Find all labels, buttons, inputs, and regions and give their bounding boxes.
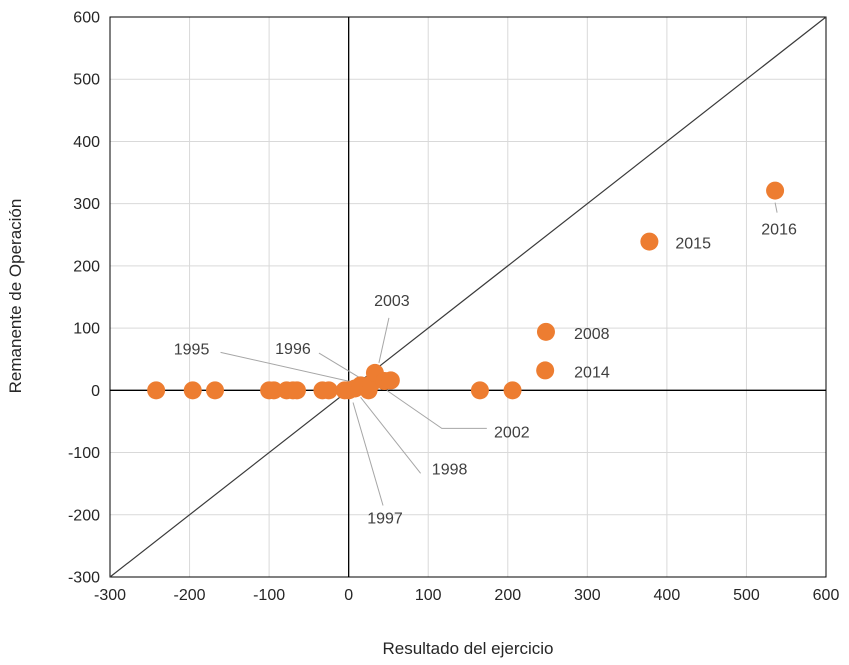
data-point: [319, 381, 338, 400]
y-axis-title: Remanente de Operación: [6, 199, 25, 394]
data-point: [503, 381, 522, 400]
y-tick-labels: -300 -200 -100 0 100 200 300 400 500 600: [68, 10, 100, 587]
y-tick-label: -200: [68, 507, 100, 524]
x-tick-label: 500: [733, 587, 760, 604]
data-point: [470, 381, 489, 400]
x-tick-label: 400: [654, 587, 681, 604]
x-tick-label: 200: [494, 587, 521, 604]
point-annotation: 2016: [761, 222, 797, 239]
data-point: [147, 381, 166, 400]
x-tick-label: -200: [174, 587, 206, 604]
point-annotation: 2014: [574, 364, 610, 381]
data-point: [536, 322, 555, 341]
data-point: [766, 181, 785, 200]
annotation-labels: 2016 2015 2008 2014 2003 1996 1995 2002 1998 1997: [174, 222, 797, 528]
y-tick-label: 100: [73, 321, 100, 338]
y-tick-label: -300: [68, 570, 100, 587]
point-annotation: 1996: [275, 341, 311, 358]
y-tick-label: 400: [73, 134, 100, 151]
x-tick-label: 600: [813, 587, 840, 604]
data-point: [381, 371, 400, 390]
data-point: [287, 381, 306, 400]
data-point: [183, 381, 202, 400]
point-annotation: 1998: [432, 461, 468, 478]
identity-reference-line: [109, 16, 827, 578]
data-point: [264, 381, 283, 400]
y-tick-label: 500: [73, 72, 100, 89]
x-tick-label: 0: [344, 587, 353, 604]
leader-line: [360, 397, 421, 474]
y-tick-label: -100: [68, 445, 100, 462]
data-points: [147, 181, 785, 400]
point-annotation: 2002: [494, 424, 530, 441]
leader-line: [774, 202, 778, 213]
data-point: [206, 381, 225, 400]
x-tick-label: -100: [253, 587, 285, 604]
leader-line: [378, 317, 390, 364]
y-tick-label: 300: [73, 196, 100, 213]
leader-line: [352, 402, 384, 506]
y-tick-label: 600: [73, 10, 100, 27]
x-axis-title: Resultado del ejercicio: [382, 639, 553, 658]
leader-line: [386, 389, 487, 429]
point-annotation: 2003: [374, 293, 410, 310]
x-tick-label: 100: [415, 587, 442, 604]
plot-frame: [109, 16, 827, 578]
annotation-leader-lines: [220, 202, 778, 506]
point-annotation: 2008: [574, 326, 610, 343]
data-point: [536, 361, 555, 380]
x-tick-label: 300: [574, 587, 601, 604]
x-tick-labels: -300 -200 -100 0 100 200 300 400 500 600: [94, 587, 839, 604]
y-tick-label: 0: [91, 383, 100, 400]
y-tick-label: 200: [73, 258, 100, 275]
x-tick-label: -300: [94, 587, 126, 604]
data-point: [640, 232, 659, 251]
point-annotation: 1997: [367, 510, 403, 527]
leader-line: [220, 351, 363, 385]
point-annotation: 2015: [675, 236, 711, 253]
point-annotation: 1995: [174, 341, 210, 358]
